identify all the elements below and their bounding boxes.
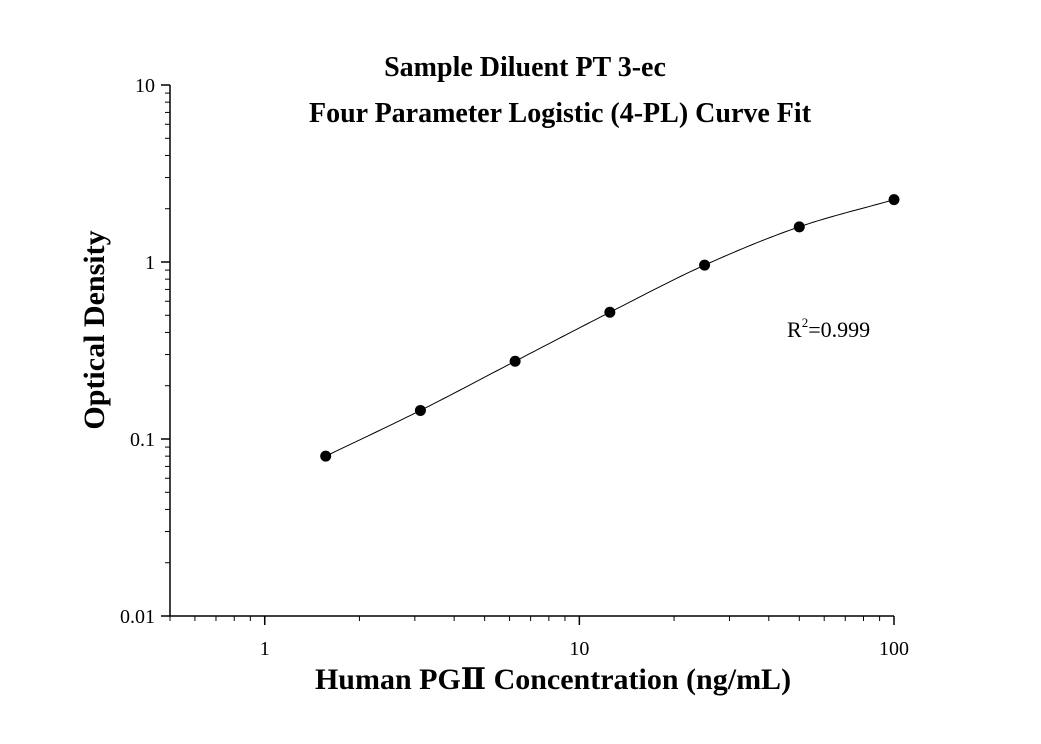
axes: 0.01 0.1 1 10 1 10 100 xyxy=(120,75,909,660)
y-tick-label: 10 xyxy=(135,75,155,97)
data-point xyxy=(888,194,900,206)
data-point xyxy=(604,306,616,318)
chart-title-line-2: Four Parameter Logistic (4-PL) Curve Fit xyxy=(309,98,812,129)
data-point xyxy=(320,450,332,462)
x-tick-label: 1 xyxy=(260,638,270,660)
data-point xyxy=(699,259,711,271)
y-tick-label: 1 xyxy=(145,252,155,274)
r-squared-base: R xyxy=(787,317,802,342)
data-point xyxy=(414,404,426,416)
x-tick-label: 10 xyxy=(569,638,589,660)
x-axis-title: Human PGⅡ Concentration (ng/mL) xyxy=(315,663,791,696)
data-point xyxy=(793,221,805,233)
x-tick-label: 100 xyxy=(879,638,909,660)
y-tick-label: 0.01 xyxy=(120,606,155,628)
data-points-layer xyxy=(320,194,900,462)
r-squared-value: =0.999 xyxy=(808,317,870,342)
chart-title-line-1: Sample Diluent PT 3-ec xyxy=(384,52,666,83)
r-squared-sup: 2 xyxy=(802,315,809,330)
r-squared-annotation: R2=0.999 xyxy=(787,315,870,342)
y-tick-label: 0.1 xyxy=(130,429,155,451)
data-point xyxy=(509,355,521,367)
y-axis-title: Optical Density xyxy=(78,230,111,429)
